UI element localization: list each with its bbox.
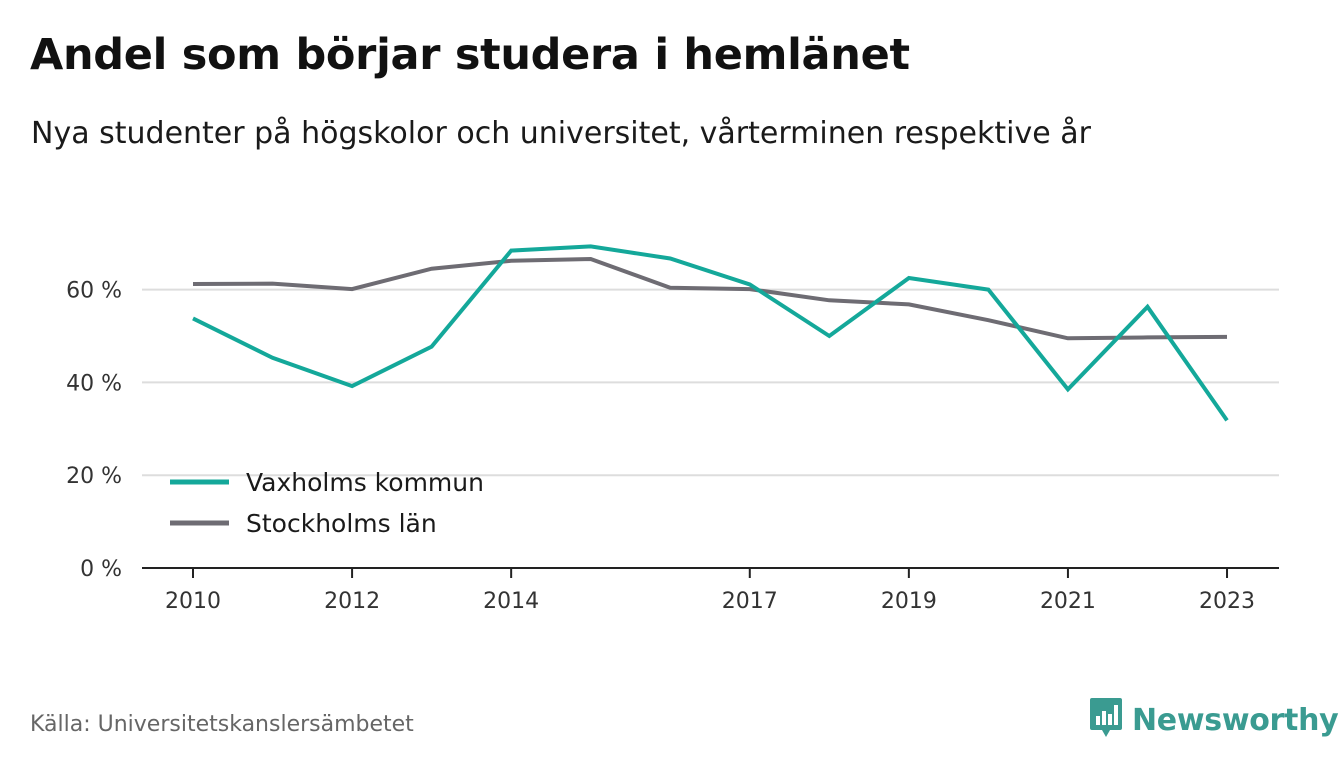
x-tick-label: 2010: [165, 589, 221, 614]
y-tick-label: 60 %: [66, 279, 122, 304]
x-tick-label: 2014: [483, 589, 539, 614]
y-tick-label: 20 %: [66, 464, 122, 489]
bar-chart-speech-bubble-icon: [1088, 696, 1124, 744]
x-tick-label: 2023: [1199, 589, 1255, 614]
y-axis-ticks: 0 % 20 % 40 % 60 %: [66, 279, 122, 582]
brand-name: Newsworthy: [1132, 702, 1339, 738]
brand-logo: Newsworthy: [1088, 696, 1339, 744]
chart-subtitle: Nya studenter på högskolor och universit…: [31, 116, 1091, 151]
source-note: Källa: Universitetskanslersämbetet: [30, 712, 414, 737]
x-tick-label: 2012: [324, 589, 380, 614]
legend-item: Stockholms län: [170, 509, 437, 538]
y-tick-label: 40 %: [66, 371, 122, 396]
x-tick-label: 2017: [722, 589, 778, 614]
x-axis-ticks: 2010 2012 2014 2017 2019 2021 2023: [165, 568, 1255, 614]
x-tick-label: 2019: [881, 589, 937, 614]
legend-label: Stockholms län: [246, 509, 437, 538]
legend-label: Vaxholms kommun: [246, 468, 484, 497]
legend-item: Vaxholms kommun: [170, 468, 484, 497]
y-tick-label: 0 %: [80, 557, 122, 582]
series-lines: [192, 244, 1229, 422]
x-tick-label: 2021: [1040, 589, 1096, 614]
series-line-vaxholm: [192, 244, 1229, 422]
legend: Vaxholms kommun Stockholms län: [170, 468, 484, 538]
series-line-stockholm: [192, 256, 1228, 341]
chart-title: Andel som börjar studera i hemlänet: [30, 30, 910, 80]
gridlines: [142, 288, 1279, 477]
